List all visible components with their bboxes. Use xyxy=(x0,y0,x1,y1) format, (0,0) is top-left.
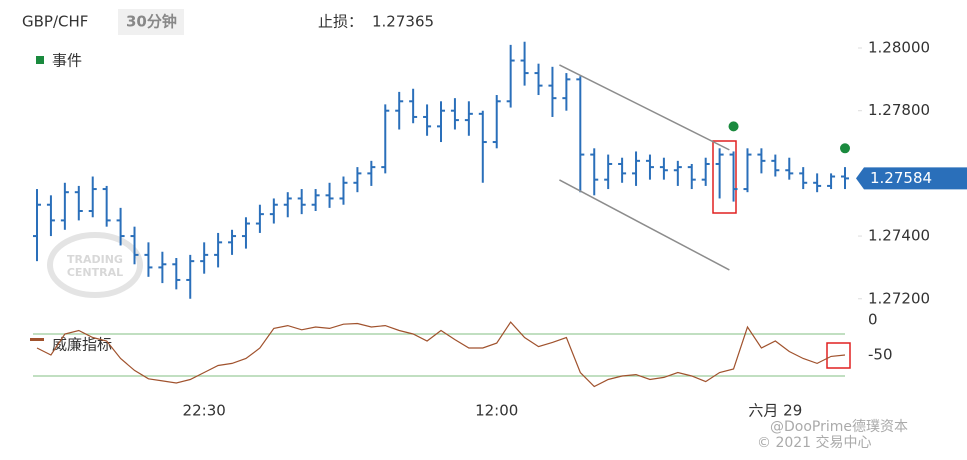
y-tick-label: -50 xyxy=(868,346,893,364)
last-price-label: 1.27584 xyxy=(870,169,932,187)
y-tick-label: 1.27200 xyxy=(868,289,930,307)
y-tick-label: 0 xyxy=(868,311,878,329)
legend-swatch xyxy=(36,56,44,64)
x-tick-label: 12:00 xyxy=(475,402,518,420)
stop-label: 止损： xyxy=(318,13,363,31)
trendline xyxy=(559,179,730,271)
logo-ring xyxy=(47,232,143,298)
highlight-box xyxy=(712,140,737,214)
highlight-box xyxy=(826,342,851,369)
logo-text: CENTRAL xyxy=(67,266,123,279)
interval-box[interactable] xyxy=(118,9,184,35)
indicator-line xyxy=(36,321,846,388)
interval[interactable]: 30分钟 xyxy=(126,13,177,31)
last-price-box xyxy=(856,167,967,190)
event-dot xyxy=(728,121,739,132)
event-dot xyxy=(840,143,850,154)
logo-text: TRADING xyxy=(67,253,123,266)
indicator-label: 威廉指标 xyxy=(52,336,112,354)
x-tick-label: 六月 29 xyxy=(748,402,802,420)
symbol: GBP/CHF xyxy=(22,13,88,31)
watermark-copyright: © 2021 交易中心 xyxy=(757,434,872,451)
trendline xyxy=(559,64,730,151)
x-tick-label: 22:30 xyxy=(183,402,226,420)
y-tick-label: 1.28000 xyxy=(868,39,930,57)
stop-value: 1.27365 xyxy=(372,13,434,31)
legend-label: 事件 xyxy=(52,52,82,70)
y-tick-label: 1.27800 xyxy=(868,101,930,119)
y-tick-label: 1.27400 xyxy=(868,227,930,245)
indicator-swatch xyxy=(30,338,44,341)
watermark-brand: @DooPrime德璞资本 xyxy=(770,419,908,435)
